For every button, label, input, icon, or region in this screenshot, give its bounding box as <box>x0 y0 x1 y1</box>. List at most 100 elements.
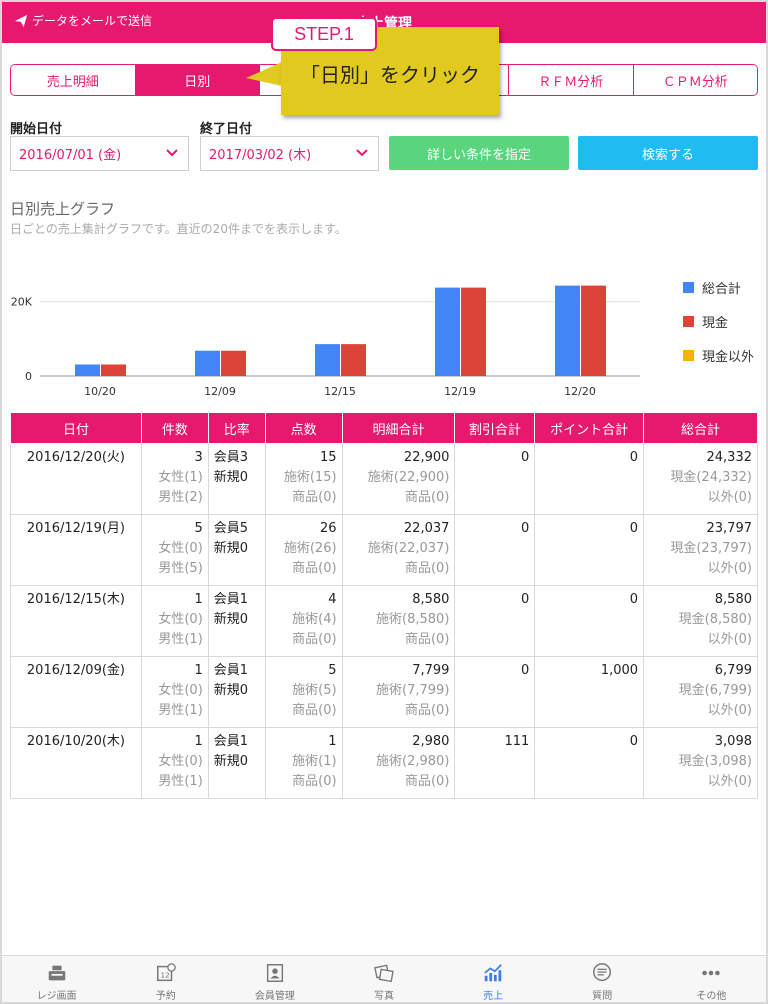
instruction-text: 「日別」をクリック <box>300 63 480 87</box>
start-date-label: 開始日付 <box>10 122 63 137</box>
cell-count: 5 女性(0) 男性(5) <box>140 514 209 586</box>
cell-date: 2016/12/19(月) <box>10 514 142 586</box>
member-card-icon <box>266 964 283 982</box>
nav-members[interactable]: 会員管理 <box>220 956 329 1002</box>
search-button[interactable]: 検索する <box>578 136 758 170</box>
member-count: 会員3 <box>213 450 249 465</box>
cell-date: 2016/12/09(金) <box>10 656 142 728</box>
total-cash: 現金(8,580) <box>678 612 752 627</box>
legend-item-other: 現金以外 <box>683 338 754 372</box>
start-date-select[interactable]: 2016/07/01 (金) <box>10 136 189 171</box>
photo-icon <box>374 964 394 983</box>
bar-total <box>315 344 340 376</box>
count-value: 1 <box>194 663 203 678</box>
col-header-discount-total: 割引合計 <box>454 412 536 444</box>
cell-point-total: 1,000 <box>534 656 645 728</box>
female-count: 女性(0) <box>158 754 203 769</box>
female-count: 女性(0) <box>158 541 203 556</box>
count-value: 3 <box>194 450 203 465</box>
points-goods: 商品(0) <box>292 632 337 647</box>
detail-value: 8,580 <box>412 592 450 607</box>
send-email-link[interactable]: データをメールで送信 <box>14 12 152 29</box>
table-row: 2016/12/09(金) 1 女性(0) 男性(1) 会員1 新規0 5 施術(5) 商品(0… <box>10 656 758 728</box>
female-count: 女性(0) <box>158 612 203 627</box>
detail-treatment: 施術(2,980) <box>376 754 450 769</box>
end-date-select[interactable]: 2017/03/02 (木) <box>200 136 379 171</box>
y-tick-label: 0 <box>25 370 32 383</box>
nav-sales[interactable]: 売上 <box>439 956 548 1002</box>
nav-questions[interactable]: 質問 <box>548 956 657 1002</box>
col-header-ratio: 比率 <box>207 412 266 444</box>
section-title: 日別売上グラフ <box>10 200 116 218</box>
x-tick-label: 12/20 <box>564 385 596 398</box>
tab-sales-detail[interactable]: 売上明細 <box>11 65 136 95</box>
male-count: 男性(5) <box>158 561 203 576</box>
points-value: 4 <box>328 592 337 607</box>
discount-value: 0 <box>520 450 530 465</box>
total-value: 6,799 <box>714 663 752 678</box>
date-value: 2016/12/19(月) <box>26 521 125 536</box>
nav-label: レジ画面 <box>36 991 77 1002</box>
detail-goods: 商品(0) <box>404 561 450 576</box>
detail-goods: 商品(0) <box>404 632 450 647</box>
cell-points: 4 施術(4) 商品(0) <box>264 585 343 657</box>
points-goods: 商品(0) <box>292 561 337 576</box>
col-header-count: 件数 <box>140 412 209 444</box>
nav-label: 売上 <box>483 991 504 1002</box>
detail-treatment: 施術(7,799) <box>376 683 450 698</box>
daily-sales-chart: 0 20K 10/20 12/09 12/15 12/19 12/20 <box>11 285 640 398</box>
cell-points: 5 施術(5) 商品(0) <box>264 656 343 728</box>
col-header-grand-total: 総合計 <box>643 412 758 444</box>
nav-label: その他 <box>696 991 727 1002</box>
col-header-date: 日付 <box>10 412 142 444</box>
cell-count: 1 女性(0) 男性(1) <box>140 656 209 728</box>
chart-legend: 総合計 現金 現金以外 <box>683 270 754 372</box>
female-count: 女性(1) <box>158 470 203 485</box>
cell-grand-total: 6,799 現金(6,799) 以外(0) <box>643 656 758 728</box>
detail-treatment: 施術(22,037) <box>367 541 450 556</box>
cell-discount: 0 <box>454 443 536 515</box>
new-count: 新規0 <box>213 683 249 698</box>
bar-cash <box>341 344 366 376</box>
cell-point-total: 0 <box>534 443 645 515</box>
col-header-detail-total: 明細合計 <box>341 412 456 444</box>
cell-detail-total: 22,037 施術(22,037) 商品(0) <box>341 514 456 586</box>
detail-treatment: 施術(22,900) <box>367 470 450 485</box>
male-count: 男性(1) <box>158 703 203 718</box>
detail-value: 7,799 <box>412 663 450 678</box>
nav-reservation[interactable]: 12 予約 <box>111 956 220 1002</box>
tab-cpm-analysis[interactable]: ＣＰＭ分析 <box>633 65 757 95</box>
nav-other[interactable]: その他 <box>657 956 766 1002</box>
cell-detail-total: 2,980 施術(2,980) 商品(0) <box>341 727 456 799</box>
member-count: 会員5 <box>213 521 249 536</box>
member-count: 会員1 <box>213 663 249 678</box>
cell-point-total: 0 <box>534 585 645 657</box>
total-cash: 現金(6,799) <box>678 683 752 698</box>
nav-register[interactable]: レジ画面 <box>2 956 111 1002</box>
total-other: 以外(0) <box>707 774 752 789</box>
tab-daily[interactable]: 日別 <box>135 65 260 95</box>
x-tick-label: 10/20 <box>84 385 116 398</box>
total-cash: 現金(3,098) <box>678 754 752 769</box>
cell-count: 3 女性(1) 男性(2) <box>140 443 209 515</box>
calendar-icon: 12 <box>156 963 176 982</box>
chat-icon <box>593 963 612 982</box>
male-count: 男性(1) <box>158 632 203 647</box>
tab-rfm-analysis[interactable]: ＲＦＭ分析 <box>509 65 634 95</box>
table-row: 2016/12/19(月) 5 女性(0) 男性(5) 会員5 新規0 26 施術(26) 商品… <box>10 514 758 586</box>
bottom-nav: レジ画面 12 予約 会員管理 写真 売上 質問 その他 <box>2 955 766 1002</box>
male-count: 男性(1) <box>158 774 203 789</box>
female-count: 女性(0) <box>158 683 203 698</box>
detail-value: 22,037 <box>403 521 450 536</box>
points-treatment: 施術(1) <box>292 754 337 769</box>
cell-discount: 0 <box>454 514 536 586</box>
points-value: 15 <box>320 450 337 465</box>
cell-count: 1 女性(0) 男性(1) <box>140 585 209 657</box>
detail-conditions-button[interactable]: 詳しい条件を指定 <box>389 136 569 170</box>
points-treatment: 施術(15) <box>283 470 337 485</box>
total-other: 以外(0) <box>707 561 752 576</box>
nav-photos[interactable]: 写真 <box>329 956 438 1002</box>
point-total-value: 0 <box>629 450 639 465</box>
nav-label: 写真 <box>373 991 394 1002</box>
total-value: 23,797 <box>706 521 753 536</box>
